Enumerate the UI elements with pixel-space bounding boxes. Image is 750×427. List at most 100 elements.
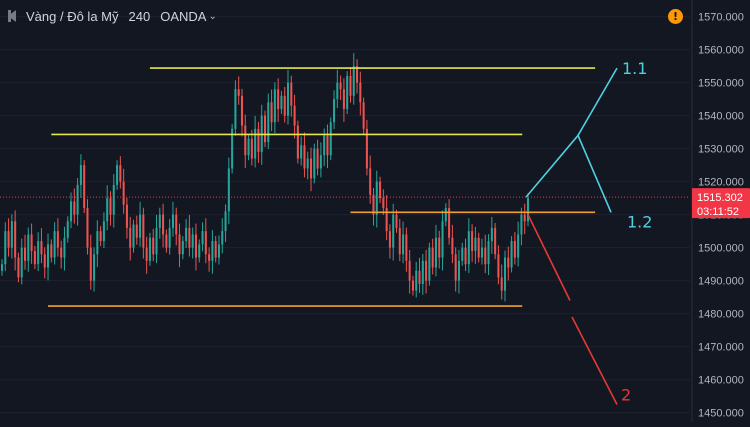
candle-body	[286, 82, 290, 116]
candle-body	[497, 254, 500, 278]
candle-body	[116, 165, 119, 185]
candle-body	[66, 221, 69, 238]
candle-body	[346, 76, 349, 110]
candle-body	[520, 214, 523, 235]
y-tick-label: 1450.000	[698, 408, 744, 420]
candle-body	[40, 241, 43, 255]
candle-body	[526, 198, 530, 222]
candle-body	[14, 221, 17, 258]
candle-body	[431, 247, 434, 268]
candle-body	[208, 254, 211, 261]
candle-body	[145, 247, 148, 261]
candle-body	[181, 241, 184, 255]
y-tick-label: 1540.000	[698, 111, 744, 123]
candle-body	[162, 214, 165, 235]
y-tick-label: 1530.000	[698, 144, 744, 156]
y-tick-label: 1470.000	[698, 342, 744, 354]
candle-body	[188, 227, 191, 248]
candle-body	[444, 208, 447, 222]
symbol-name[interactable]: Vàng / Đô la Mỹ	[26, 8, 119, 24]
projection-path-2-upper	[527, 214, 571, 301]
exchange-label[interactable]: OANDA	[160, 8, 207, 24]
y-tick-label: 1560.000	[698, 45, 744, 57]
candle-body	[500, 277, 503, 291]
candle-body	[175, 214, 178, 235]
candle-body	[313, 148, 316, 179]
candle-body	[102, 221, 105, 242]
candle-body	[510, 241, 513, 268]
candle-body	[382, 198, 385, 209]
candle-body	[221, 231, 224, 245]
candle-body	[247, 138, 250, 156]
candle-body	[342, 89, 345, 110]
candle-body	[79, 165, 82, 185]
candle-body	[204, 231, 207, 255]
candle-body	[336, 82, 339, 100]
candle-body	[76, 184, 79, 215]
interval-label[interactable]: 240	[128, 8, 151, 24]
candle-body	[70, 201, 73, 222]
candle-body	[194, 234, 197, 258]
candle-body	[93, 254, 96, 281]
candle-body	[56, 231, 59, 248]
candle-body	[300, 145, 303, 159]
symbol-header[interactable]: Vàng / Đô la Mỹ 240 OANDA ⌄	[8, 6, 217, 26]
candle-body	[290, 82, 293, 106]
candle-body	[178, 234, 181, 255]
candle-body	[96, 231, 99, 255]
candle-body	[142, 214, 145, 248]
candle-body	[231, 128, 234, 169]
candle-body	[454, 254, 457, 281]
candle-body	[434, 237, 437, 268]
candle-body	[405, 234, 408, 261]
candle-body	[408, 260, 411, 281]
candle-body	[402, 234, 405, 255]
candle-body	[457, 260, 460, 281]
candle-body	[365, 128, 368, 169]
candle-body	[283, 95, 286, 116]
candle-body	[303, 145, 306, 169]
candle-body	[296, 125, 299, 159]
candle-body	[257, 128, 260, 152]
projection-path-2-lower	[571, 316, 618, 405]
candle-body	[227, 168, 230, 212]
last-price-label: 1515.302	[697, 192, 743, 204]
candle-body	[319, 155, 322, 169]
projection-path-1-2	[525, 133, 612, 213]
candle-body	[415, 270, 418, 291]
candle-body	[201, 231, 204, 245]
candle-body	[359, 82, 362, 103]
y-tick-label: 1480.000	[698, 309, 744, 321]
candle-body	[158, 214, 161, 228]
candle-body	[310, 158, 313, 179]
candle-body	[438, 237, 441, 258]
candle-body	[375, 181, 378, 215]
candle-body	[37, 241, 40, 265]
candle-body	[467, 231, 470, 265]
candle-body	[270, 102, 273, 123]
candle-body	[385, 208, 388, 232]
wave-label-2: 2	[621, 386, 631, 405]
candle-body	[480, 247, 483, 258]
exclamation-icon[interactable]: !	[668, 9, 683, 24]
chevron-down-icon[interactable]: ⌄	[208, 10, 217, 22]
candle-body	[0, 264, 4, 271]
candle-body	[109, 198, 112, 215]
candle-body	[47, 244, 50, 268]
candle-body	[63, 237, 66, 258]
candle-body	[148, 237, 151, 261]
candle-body	[217, 244, 220, 258]
collapse-icon[interactable]	[8, 10, 20, 22]
candle-body	[106, 198, 109, 222]
candle-body	[155, 227, 158, 255]
candle-body	[379, 181, 382, 199]
candle-body	[329, 122, 332, 156]
candle-body	[425, 260, 428, 281]
candle-body	[211, 241, 214, 261]
candle-body	[461, 247, 464, 261]
candle-body	[398, 227, 401, 255]
candle-body	[441, 221, 444, 258]
candle-body	[191, 234, 194, 248]
